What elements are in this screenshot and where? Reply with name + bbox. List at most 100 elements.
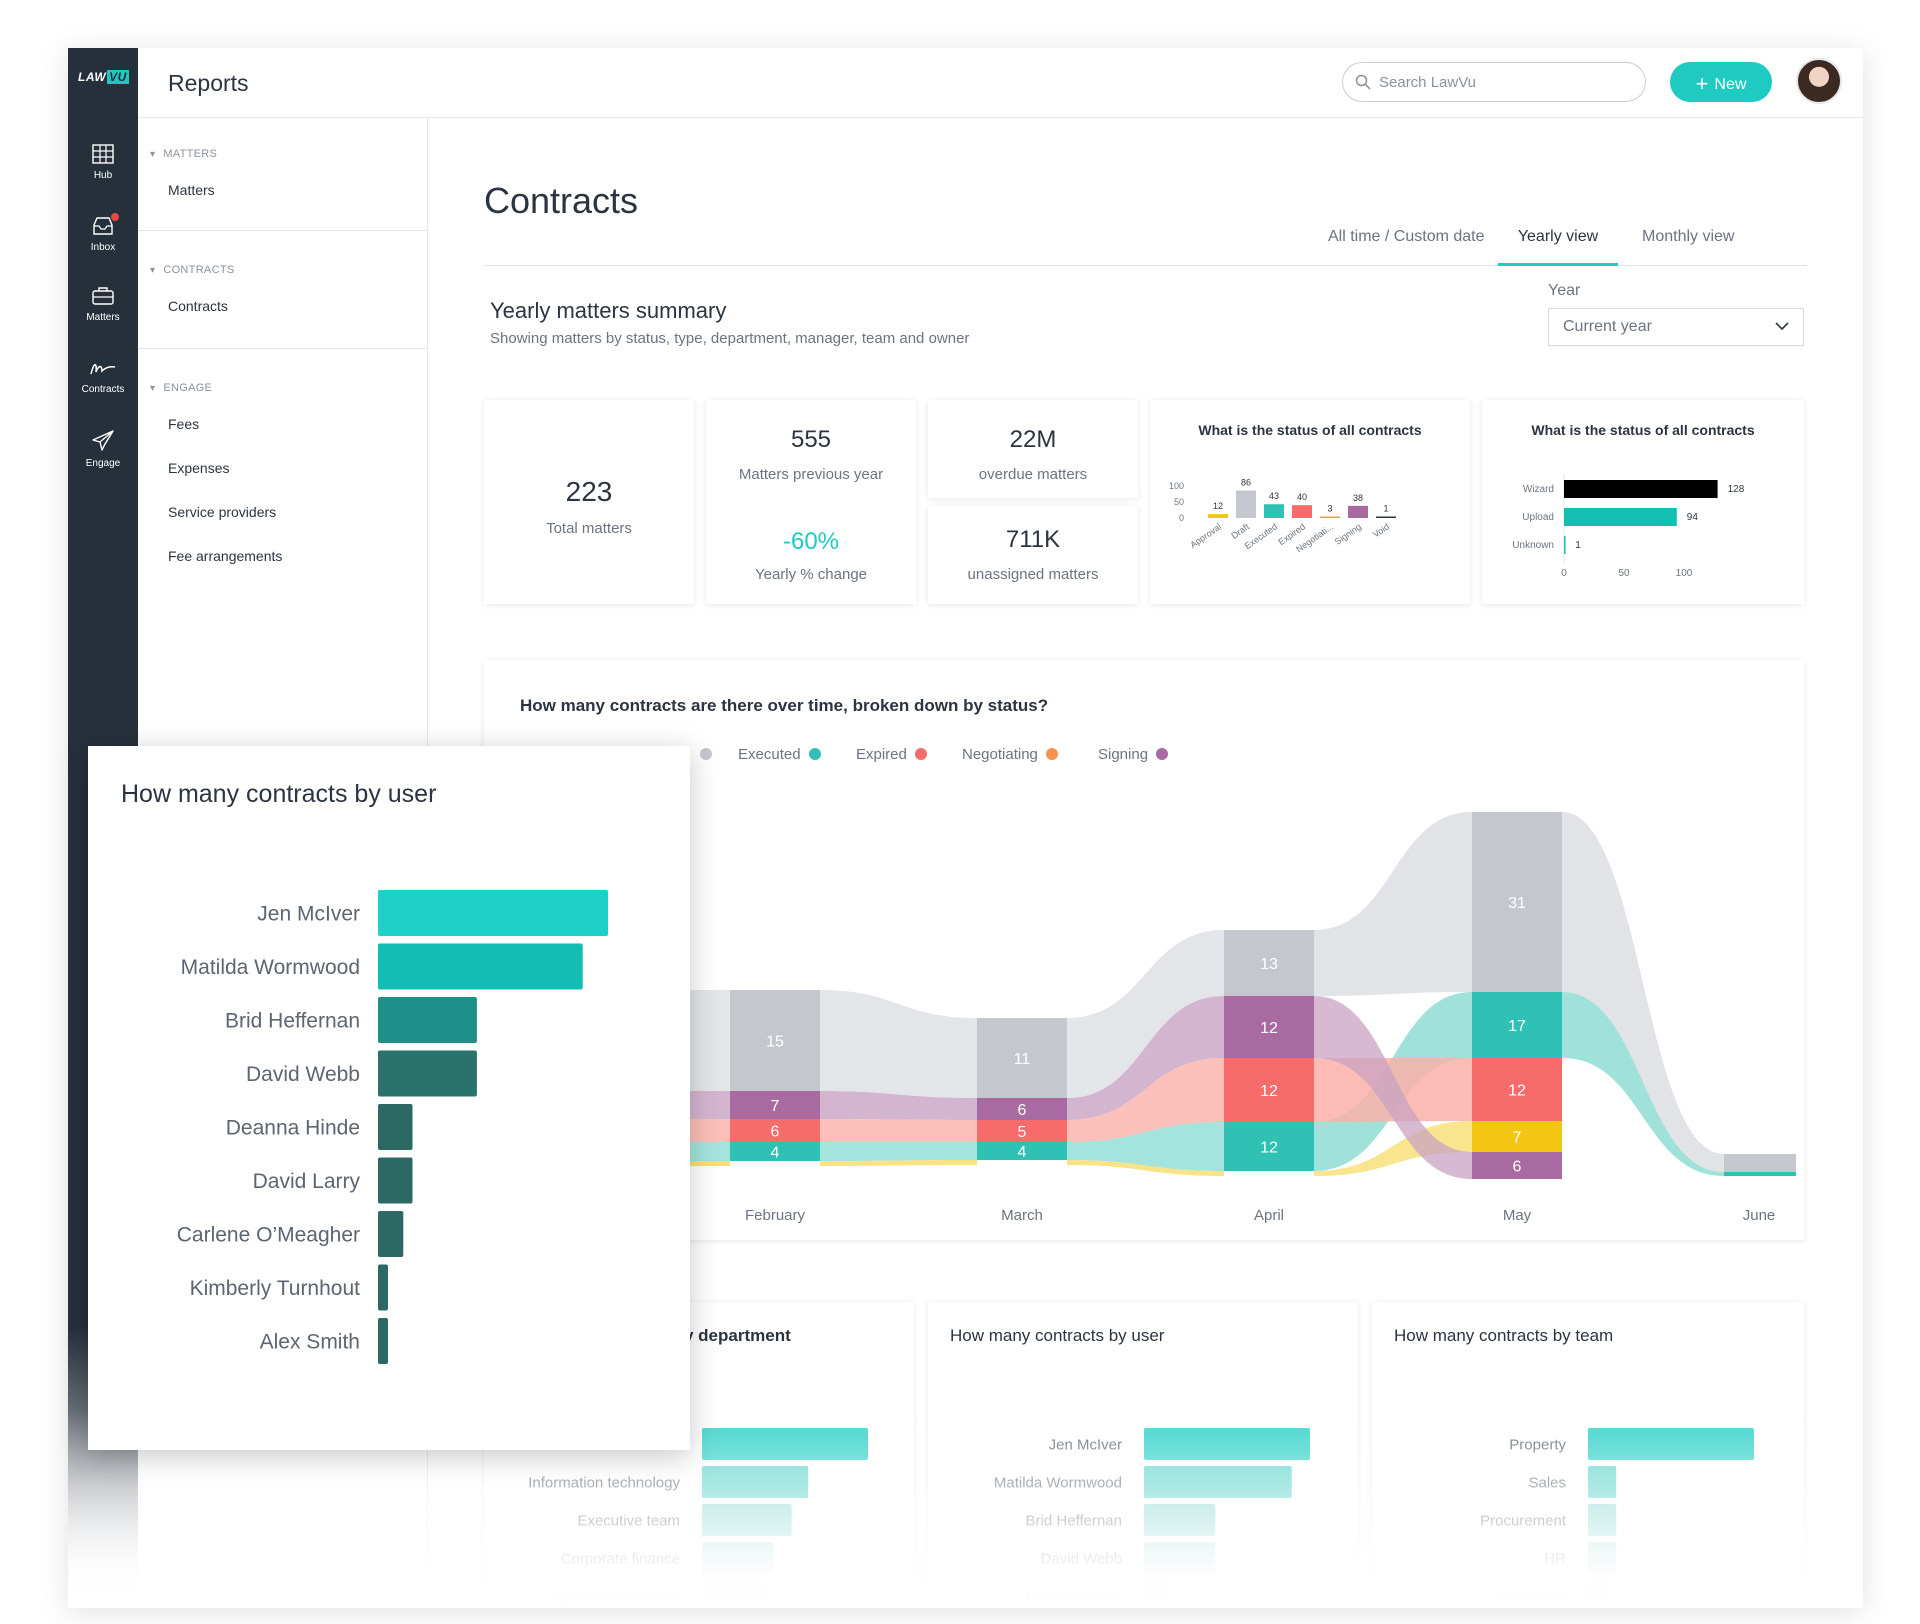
stat-card-previous: 555 Matters previous year -60% Yearly % … xyxy=(706,400,916,604)
nav-link-service-providers[interactable]: Service providers xyxy=(168,504,277,520)
data-label: 86 xyxy=(1241,477,1251,487)
category-label: Brid Heffernan xyxy=(1026,1512,1122,1529)
flow-ribbon xyxy=(1314,812,1472,996)
paper-plane-icon xyxy=(92,430,114,451)
x-tick-label: 0 xyxy=(1561,568,1567,579)
chart-title: How many contracts by user xyxy=(950,1326,1165,1345)
lawvu-logo[interactable]: LAW VU xyxy=(78,70,129,84)
chevron-down-icon xyxy=(1775,322,1789,331)
category-label: David Webb xyxy=(1041,1550,1122,1567)
bar xyxy=(1144,1580,1169,1608)
bar xyxy=(702,1504,792,1536)
x-tick-label: June xyxy=(1743,1207,1776,1224)
nav-link-expenses[interactable]: Expenses xyxy=(168,460,230,476)
flow-ribbon xyxy=(1314,996,1472,1179)
nav-link-fee-arrangements[interactable]: Fee arrangements xyxy=(168,548,283,564)
year-select[interactable]: Current year xyxy=(1548,308,1804,346)
user-card: How many contracts by user Jen McIver Mat… xyxy=(928,1302,1358,1608)
plus-icon: + xyxy=(1695,71,1709,96)
column-segment xyxy=(977,1018,1067,1098)
rail-item-inbox[interactable]: Inbox xyxy=(68,212,138,253)
grid-icon xyxy=(92,144,114,164)
legend-expired[interactable]: Expired xyxy=(856,746,927,763)
column-segment xyxy=(1224,1058,1314,1122)
rail-item-contracts[interactable]: Contracts xyxy=(68,358,138,395)
y-tick-label: 50 xyxy=(1174,497,1184,507)
category-label: Sales xyxy=(1528,1474,1566,1491)
category-label: Unknown xyxy=(1512,540,1554,551)
bar xyxy=(1264,504,1284,518)
stat-value: 711K xyxy=(1005,526,1061,553)
top-bar: Reports Search LawVu + New xyxy=(138,48,1863,118)
bar xyxy=(702,1428,868,1460)
briefcase-icon xyxy=(92,287,114,305)
section-heading-contracts[interactable]: CONTRACTS xyxy=(150,264,234,276)
stat-value-change: -60% xyxy=(782,528,840,555)
category-label: Carlene O’Meagher xyxy=(177,1224,360,1247)
rail-item-hub[interactable]: Hub xyxy=(68,144,138,181)
flow-ribbon xyxy=(1067,1160,1224,1176)
column-segment xyxy=(1224,996,1314,1058)
divider xyxy=(138,348,427,349)
legend-signing[interactable]: Signing xyxy=(1098,746,1169,763)
category-label: Matilda Wormwood xyxy=(181,956,360,979)
avatar[interactable] xyxy=(1796,58,1842,104)
segment-label: 6 xyxy=(1513,1159,1522,1176)
category-label: David Larry xyxy=(253,1170,361,1193)
legend-negotiating[interactable]: Negotiating xyxy=(962,746,1058,763)
inbox-icon xyxy=(93,217,113,235)
nav-link-fees[interactable]: Fees xyxy=(168,416,200,432)
category-label: Contracts xyxy=(1502,1588,1566,1605)
tab-yearly-view[interactable]: Yearly view xyxy=(1498,228,1618,266)
data-label: 43 xyxy=(1269,491,1279,501)
bar xyxy=(378,1104,413,1150)
user-hbar-chart: Jen McIver Matilda Wormwood Brid Heffernan… xyxy=(994,1428,1310,1608)
x-tick-label: April xyxy=(1254,1207,1284,1224)
timeline-card: How many contracts are there over time, … xyxy=(484,660,1804,1240)
legend-executed[interactable]: Executed xyxy=(738,746,821,763)
category-label: HR xyxy=(1544,1550,1566,1567)
x-tick-label: February xyxy=(745,1207,806,1224)
column-segment xyxy=(730,1091,820,1119)
bar xyxy=(702,1466,809,1498)
category-label: Deanna Hinde xyxy=(1026,1588,1122,1605)
flow-ribbon xyxy=(1067,996,1224,1120)
chart-title: What is the status of all contracts xyxy=(1198,422,1422,438)
summary-subtitle: Showing matters by status, type, departm… xyxy=(490,330,970,347)
nav-link-matters[interactable]: Matters xyxy=(168,182,215,198)
category-label: Jen McIver xyxy=(257,903,360,926)
bar xyxy=(1376,516,1396,518)
bar xyxy=(378,1050,477,1097)
segment-label: 6 xyxy=(771,1124,780,1141)
stat-card-total: 223 Total matters xyxy=(484,400,694,604)
flow-ribbon xyxy=(1067,1058,1224,1142)
tab-all-time[interactable]: All time / Custom date xyxy=(1328,228,1485,245)
status-bar-card: What is the status of all contracts 100 5… xyxy=(1150,400,1470,604)
column-segment xyxy=(1472,1152,1562,1179)
rail-item-engage[interactable]: Engage xyxy=(68,430,138,469)
search-icon xyxy=(1355,74,1371,90)
chart-title: y department xyxy=(684,1326,791,1345)
segment-label: 6 xyxy=(1018,1102,1027,1119)
column-segment xyxy=(730,1119,820,1142)
flow-ribbon xyxy=(1067,1122,1224,1171)
flow-ribbon xyxy=(1067,930,1224,1098)
new-button[interactable]: + New xyxy=(1670,62,1772,102)
chart-title: What is the status of all contracts xyxy=(1531,422,1755,438)
search-input[interactable]: Search LawVu xyxy=(1342,62,1646,102)
nav-link-contracts[interactable]: Contracts xyxy=(168,298,228,314)
column-segment xyxy=(977,1098,1067,1120)
y-tick-label: 0 xyxy=(1179,513,1184,523)
category-label: Alex Smith xyxy=(260,1331,360,1354)
bar xyxy=(1348,505,1368,518)
tab-monthly-view[interactable]: Monthly view xyxy=(1642,228,1735,245)
section-heading-matters[interactable]: MATTERS xyxy=(150,148,217,160)
section-heading-engage[interactable]: ENGAGE xyxy=(150,382,212,394)
category-label: David Webb xyxy=(246,1063,360,1086)
team-hbar-chart: Property Sales Procurement HR Contracts xyxy=(1480,1428,1754,1608)
bar xyxy=(378,943,583,990)
rail-item-matters[interactable]: Matters xyxy=(68,286,138,323)
summary-title: Yearly matters summary xyxy=(490,298,727,323)
june-bar xyxy=(1724,1172,1796,1176)
bar xyxy=(1588,1580,1610,1608)
